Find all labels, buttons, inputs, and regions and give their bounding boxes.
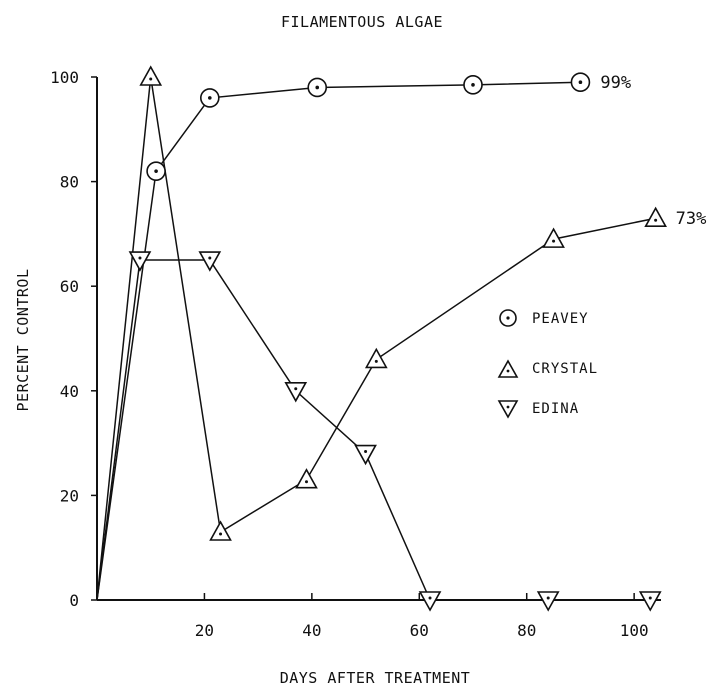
legend: PEAVEY CRYSTAL EDINA <box>497 309 598 419</box>
legend-label-peavey: PEAVEY <box>532 311 589 327</box>
y-tick-label: 80 <box>60 173 79 192</box>
marker-crystal <box>139 65 163 86</box>
series-line-crystal <box>96 76 656 601</box>
legend-marker-circle-icon <box>499 309 517 327</box>
y-tick-label: 40 <box>60 382 79 401</box>
marker-crystal <box>364 347 388 369</box>
marker-peavey <box>200 88 220 108</box>
marker-crystal <box>295 468 318 489</box>
annotation-crystal: 73% <box>676 209 707 229</box>
y-tick-label: 0 <box>69 591 79 610</box>
legend-item-edina: EDINA <box>497 400 579 419</box>
marker-peavey <box>146 161 166 181</box>
marker-edina <box>354 444 377 466</box>
chart-title: FILAMENTOUS ALGAE <box>281 13 443 31</box>
marker-peavey <box>307 77 328 98</box>
legend-label-edina: EDINA <box>532 401 579 417</box>
tick-labels: 0 20 40 60 80 100 20 40 60 80 100 <box>50 68 649 640</box>
y-tick-label: 100 <box>50 68 79 87</box>
marker-peavey <box>570 72 591 93</box>
series-lines <box>96 76 656 601</box>
legend-marker-triangle-down-icon <box>497 400 519 419</box>
x-tick-label: 100 <box>620 621 649 640</box>
axes <box>91 76 661 601</box>
data-markers <box>128 65 667 612</box>
marker-crystal <box>209 520 232 541</box>
y-tick-label: 20 <box>60 486 79 505</box>
x-tick-label: 20 <box>195 621 214 640</box>
series-line-edina <box>96 259 651 601</box>
marker-edina <box>536 591 560 612</box>
x-axis-label: DAYS AFTER TREATMENT <box>280 669 471 687</box>
annotation-peavey: 99% <box>600 73 631 93</box>
marker-edina <box>128 251 152 272</box>
marker-edina <box>198 251 222 272</box>
x-tick-label: 80 <box>517 621 536 640</box>
annotations: 99% 73% <box>600 73 706 229</box>
marker-edina <box>284 381 308 403</box>
x-tick-label: 40 <box>302 621 321 640</box>
series-line-peavey <box>96 81 581 601</box>
marker-crystal <box>644 206 667 228</box>
marker-edina <box>418 591 442 612</box>
marker-crystal <box>542 227 565 248</box>
legend-item-peavey: PEAVEY <box>499 309 589 327</box>
y-tick-label: 60 <box>60 277 79 296</box>
y-axis-label: PERCENT CONTROL <box>14 269 32 412</box>
marker-peavey <box>463 75 483 95</box>
marker-edina <box>638 591 662 612</box>
legend-marker-triangle-up-icon <box>497 359 519 378</box>
legend-item-crystal: CRYSTAL <box>497 359 598 378</box>
x-tick-label: 60 <box>410 621 429 640</box>
legend-label-crystal: CRYSTAL <box>532 361 598 377</box>
